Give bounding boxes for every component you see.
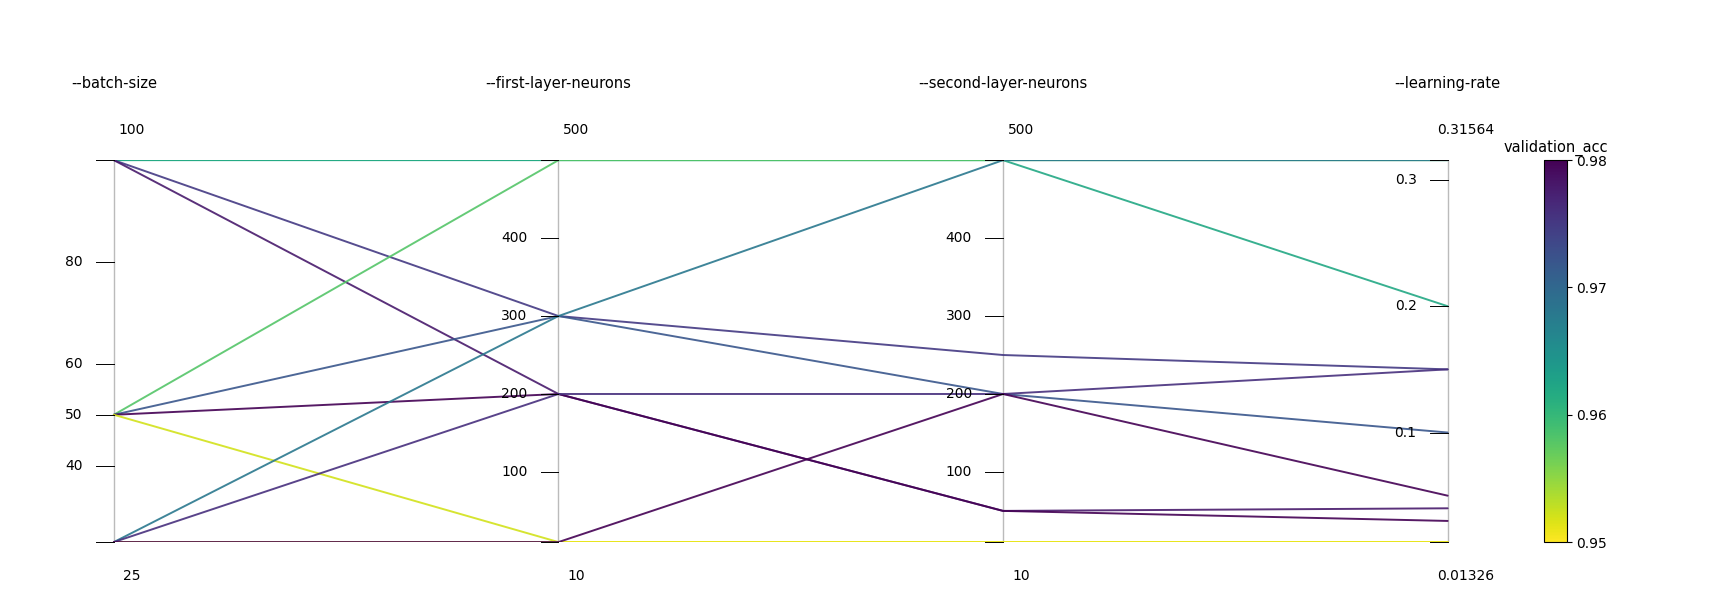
Text: 100: 100: [118, 123, 144, 137]
Text: 10: 10: [567, 569, 585, 583]
Text: 0.01326: 0.01326: [1437, 569, 1494, 583]
Text: 500: 500: [1008, 123, 1034, 137]
Text: --learning-rate: --learning-rate: [1395, 76, 1501, 91]
Text: 60: 60: [66, 357, 83, 371]
Text: 0.3: 0.3: [1395, 173, 1416, 187]
Text: 0.2: 0.2: [1395, 299, 1416, 313]
Text: 100: 100: [946, 465, 972, 479]
Text: 100: 100: [501, 465, 527, 479]
Text: 300: 300: [946, 309, 972, 323]
Text: --batch-size: --batch-size: [71, 76, 156, 91]
Text: 200: 200: [501, 387, 527, 401]
Title: validation_acc: validation_acc: [1503, 140, 1608, 156]
Text: --second-layer-neurons: --second-layer-neurons: [918, 76, 1088, 91]
Text: 80: 80: [66, 255, 83, 269]
Text: 500: 500: [564, 123, 590, 137]
Text: 25: 25: [123, 569, 141, 583]
Text: --first-layer-neurons: --first-layer-neurons: [486, 76, 632, 91]
Text: 0.31564: 0.31564: [1437, 123, 1494, 137]
Text: 400: 400: [501, 231, 527, 245]
Text: 10: 10: [1012, 569, 1029, 583]
Text: 0.1: 0.1: [1395, 426, 1416, 440]
Text: 200: 200: [946, 387, 972, 401]
Text: 40: 40: [66, 459, 83, 472]
Text: 400: 400: [946, 231, 972, 245]
Text: 300: 300: [501, 309, 527, 323]
Text: 50: 50: [66, 408, 83, 422]
